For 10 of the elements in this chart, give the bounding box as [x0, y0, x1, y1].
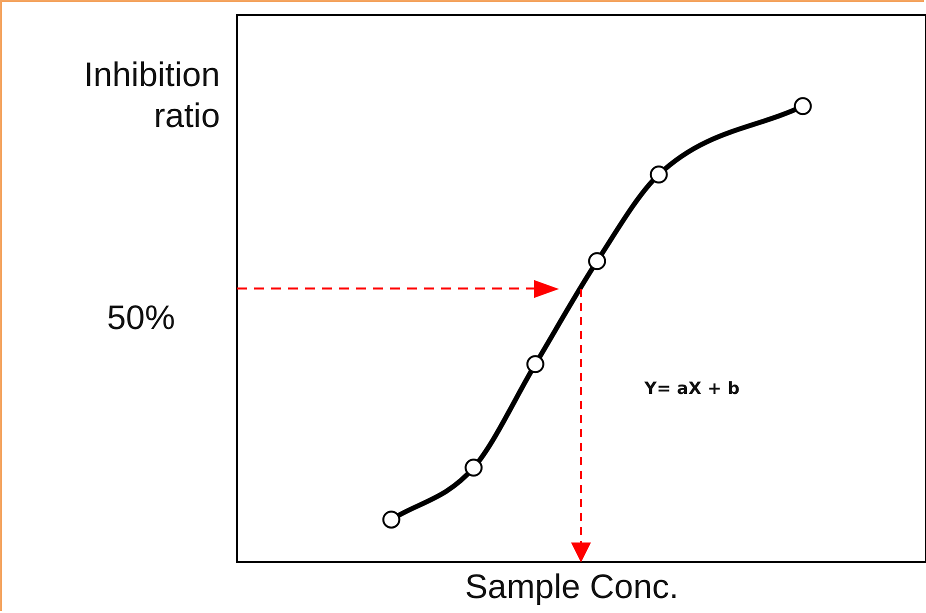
point	[650, 166, 668, 184]
x-axis-title: Sample Conc.	[465, 568, 679, 607]
point	[464, 458, 483, 477]
annotation: Y= aX + b	[644, 378, 740, 399]
point	[794, 97, 812, 116]
point	[588, 252, 606, 270]
point	[526, 355, 544, 374]
text: 50%	[107, 299, 176, 338]
point	[382, 510, 400, 529]
y-axis-title: Inhibition ratio	[82, 55, 220, 137]
